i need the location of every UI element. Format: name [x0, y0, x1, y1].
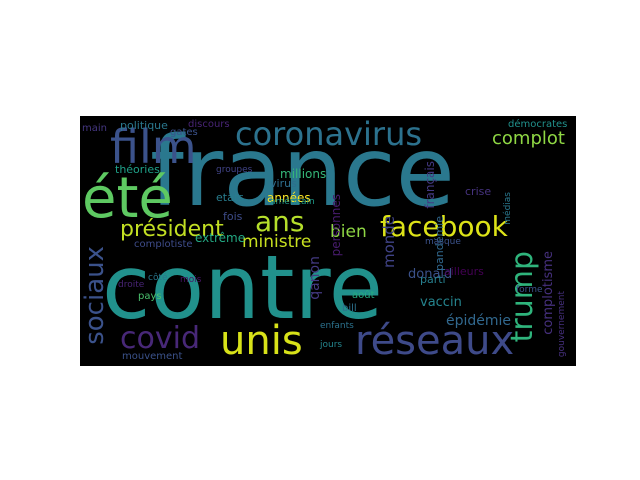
- cloud-word: pays: [138, 291, 162, 302]
- cloud-word: français: [423, 161, 437, 209]
- cloud-word: covid: [120, 321, 200, 356]
- cloud-word: complotiste: [134, 239, 193, 250]
- cloud-word: film: [110, 120, 197, 174]
- cloud-word: américain: [270, 197, 315, 207]
- cloud-word: main: [82, 123, 107, 134]
- cloud-word: août: [352, 290, 375, 301]
- cloud-word: gouvernement: [557, 291, 567, 358]
- cloud-word: complotisme: [541, 251, 556, 335]
- cloud-word: coronavirus: [235, 116, 423, 153]
- cloud-word: président: [120, 217, 224, 242]
- word-cloud: france contre coronavirus été film facebook un…: [80, 116, 576, 366]
- cloud-word: mouvement: [122, 351, 183, 362]
- cloud-word: complot: [492, 128, 565, 149]
- cloud-word: mois: [180, 275, 202, 285]
- cloud-word: fois: [223, 210, 243, 223]
- cloud-word: masque: [425, 237, 461, 247]
- cloud-word: ans: [255, 205, 305, 238]
- cloud-word: millions: [280, 167, 327, 181]
- cloud-word: forme: [516, 285, 543, 295]
- cloud-word: enfants: [320, 321, 354, 331]
- cloud-word: discours: [188, 119, 230, 130]
- cloud-word: groupes: [216, 165, 253, 175]
- cloud-word: monde: [380, 216, 398, 269]
- cloud-word: crise: [465, 185, 492, 198]
- cloud-word: facebook: [380, 210, 508, 243]
- cloud-word: france: [150, 116, 455, 228]
- cloud-word: personnes: [329, 194, 343, 257]
- cloud-word: etats: [216, 191, 244, 204]
- cloud-word: extrême: [195, 231, 246, 245]
- cloud-word: démocrates: [508, 119, 568, 130]
- cloud-word: réseaux: [355, 318, 515, 364]
- cloud-word: bill: [342, 303, 357, 314]
- cloud-word: bien: [330, 222, 367, 242]
- cloud-word: jours: [320, 340, 343, 350]
- cloud-word: unis: [220, 318, 303, 364]
- cloud-word: été: [82, 166, 173, 231]
- cloud-word: virus: [270, 177, 297, 190]
- cloud-word: sociaux: [80, 246, 110, 345]
- cloud-word: gates: [170, 127, 198, 138]
- cloud-word: années: [267, 191, 311, 205]
- cloud-word: politique: [120, 119, 168, 132]
- cloud-word: côté: [148, 273, 168, 283]
- cloud-word: théories: [115, 163, 160, 176]
- cloud-word: médias: [503, 192, 513, 225]
- cloud-word: donald: [408, 267, 453, 282]
- cloud-word: qanon: [307, 256, 323, 300]
- cloud-word: épidémie: [446, 313, 512, 329]
- cloud-word: ailleurs: [444, 265, 484, 278]
- cloud-word: trump: [505, 251, 540, 343]
- cloud-word: parti: [420, 273, 446, 286]
- cloud-word: contre: [102, 236, 383, 339]
- cloud-word: droite: [118, 280, 145, 290]
- cloud-word: ministre: [242, 232, 312, 252]
- cloud-word: vaccin: [420, 295, 462, 310]
